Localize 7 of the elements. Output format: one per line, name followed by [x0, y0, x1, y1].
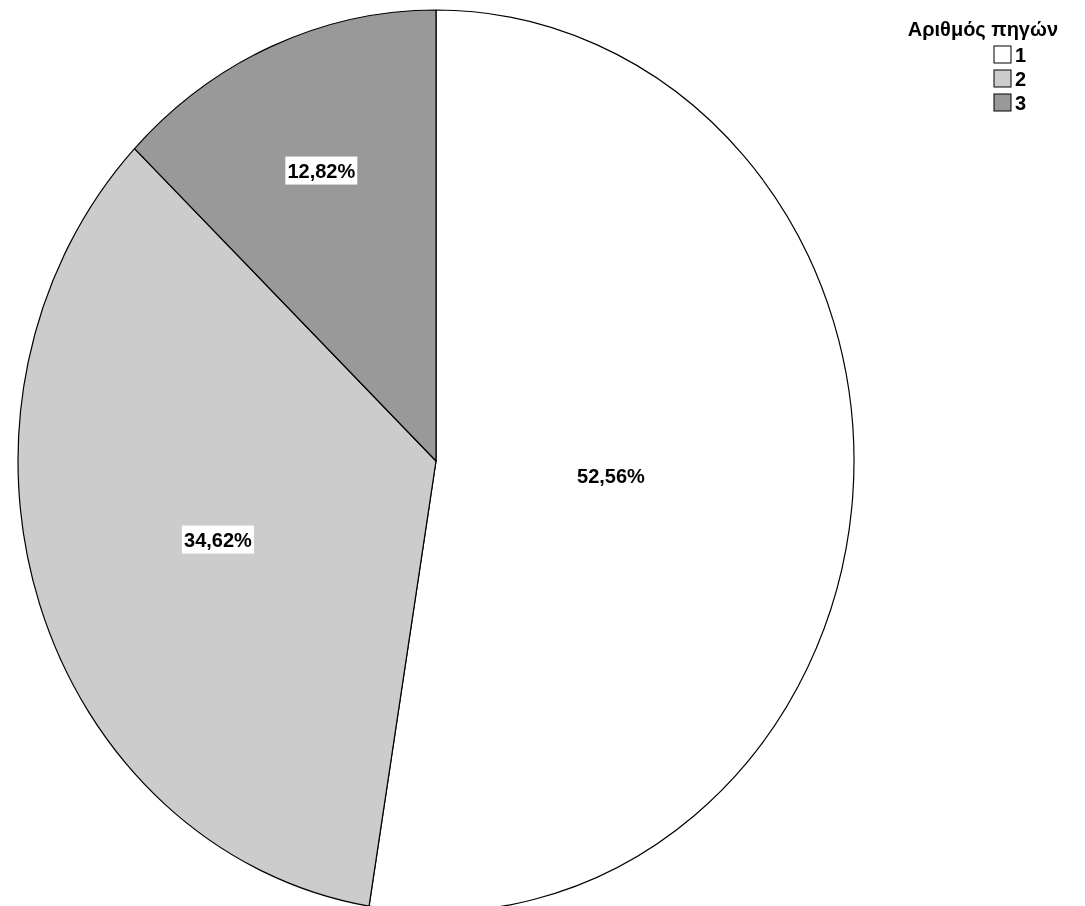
legend-label: 2	[1015, 68, 1027, 90]
data-label: 12,82%	[287, 159, 356, 182]
legend-label: 1	[1015, 44, 1027, 66]
data-label: 34,62%	[184, 528, 253, 551]
legend-title: Αριθμός πηγών	[907, 18, 1058, 40]
data-label: 52,56%	[577, 465, 646, 488]
legend-label: 3	[1015, 92, 1027, 114]
